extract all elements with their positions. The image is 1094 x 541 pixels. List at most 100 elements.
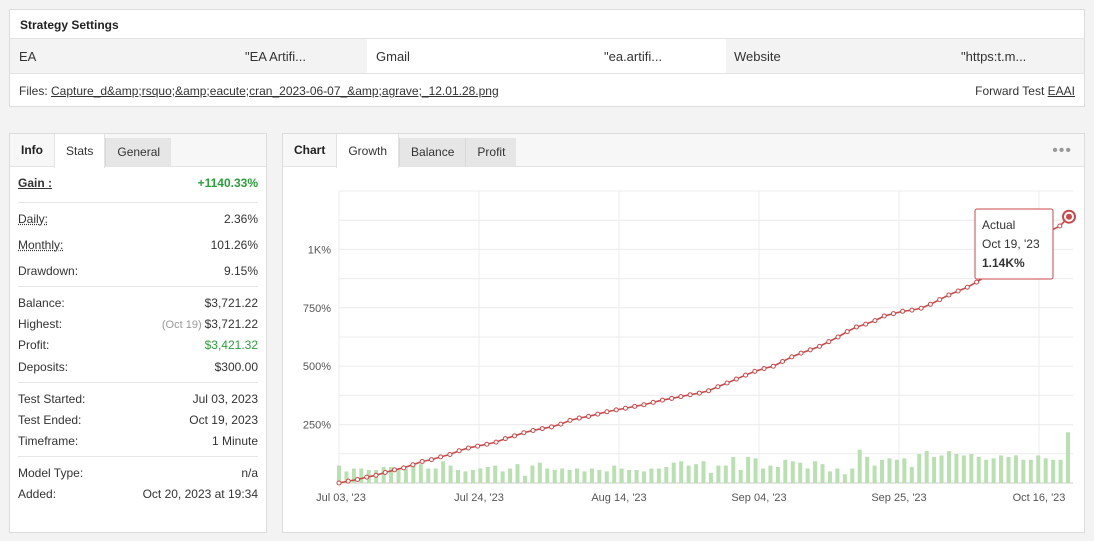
daily-bar xyxy=(813,461,818,483)
highest-date: (Oct 19) xyxy=(161,319,202,331)
forward-test-label: Forward Test xyxy=(975,84,1045,98)
growth-point xyxy=(465,445,471,451)
daily-bar xyxy=(627,469,632,483)
daily-bar xyxy=(500,471,505,483)
daily-bar xyxy=(478,468,483,483)
daily-bar xyxy=(976,456,981,483)
tab-balance[interactable]: Balance xyxy=(399,138,466,166)
model-type-label: Model Type: xyxy=(18,466,84,480)
growth-point xyxy=(807,347,813,353)
growth-chart[interactable]: 250% 500% 750% 1K% Jul 03, '23 Jul 24, '23 Au… xyxy=(283,167,1084,532)
daily-bar xyxy=(656,468,661,483)
forward-test: Forward Test EAAI xyxy=(975,84,1075,98)
growth-point xyxy=(364,474,370,480)
growth-point xyxy=(622,405,628,411)
growth-point xyxy=(438,454,444,460)
daily-bar xyxy=(768,465,773,483)
y-tick-label: 750% xyxy=(303,303,331,315)
timeframe-row: Timeframe: 1 Minute xyxy=(18,434,258,448)
daily-bar xyxy=(746,456,751,483)
daily-row: Daily: 2.36% xyxy=(18,212,258,226)
growth-point xyxy=(881,313,887,319)
file-link[interactable]: Capture_d&amp;rsquo;&amp;eacute;cran_202… xyxy=(51,84,499,98)
x-tick-label: Aug 14, '23 xyxy=(591,492,646,504)
tab-stats[interactable]: Stats xyxy=(54,134,106,168)
tab-general[interactable]: General xyxy=(105,138,172,166)
growth-point xyxy=(835,334,841,340)
deposits-label: Deposits: xyxy=(18,360,69,374)
growth-point xyxy=(558,421,564,427)
gain-label[interactable]: Gain : xyxy=(18,176,53,190)
tab-profit[interactable]: Profit xyxy=(465,138,517,166)
test-ended-value: Oct 19, 2023 xyxy=(189,413,258,427)
tab-info[interactable]: Info xyxy=(21,143,43,157)
daily-bar xyxy=(634,469,639,483)
daily-bar xyxy=(389,467,394,483)
deposits-row: Deposits: $300.00 xyxy=(18,360,258,374)
daily-label[interactable]: Daily: xyxy=(18,212,49,226)
highest-row: Highest: (Oct 19) $3,721.22 xyxy=(18,317,258,331)
growth-point xyxy=(752,368,758,374)
daily-bar xyxy=(694,464,699,483)
x-tick-label: Jul 24, '23 xyxy=(454,492,504,504)
test-started-label: Test Started: xyxy=(18,392,86,406)
daily-bar xyxy=(560,468,565,483)
daily-bar xyxy=(865,456,870,483)
daily-bar xyxy=(1013,455,1018,483)
growth-point xyxy=(974,279,980,285)
ellipsis-icon[interactable]: ••• xyxy=(1052,142,1072,159)
daily-bar xyxy=(805,468,810,483)
added-value: Oct 20, 2023 at 19:34 xyxy=(142,487,258,501)
timeframe-value: 1 Minute xyxy=(211,434,258,448)
monthly-value: 101.26% xyxy=(210,238,258,252)
tab-growth[interactable]: Growth xyxy=(336,134,400,168)
y-tick-label: 250% xyxy=(303,420,331,432)
daily-bar xyxy=(508,468,513,483)
growth-point xyxy=(909,307,915,313)
daily-bar xyxy=(470,469,475,483)
y-tick-label: 1K% xyxy=(308,244,331,256)
daily-bar xyxy=(418,464,423,483)
daily-bar xyxy=(456,469,461,483)
ea-label: EA xyxy=(10,39,237,73)
daily-bar xyxy=(1021,459,1026,483)
profit-row: Profit: $3,421.32 xyxy=(18,338,258,352)
daily-bar xyxy=(798,462,803,483)
growth-point xyxy=(853,324,859,330)
daily-bar xyxy=(552,469,557,483)
x-tick-label: Sep 25, '23 xyxy=(871,492,926,504)
chart-tooltip: Actual Oct 19, '23 1.14K% xyxy=(974,208,1054,280)
chart-panel: Chart Growth Balance Profit ••• 250% 500%… xyxy=(282,133,1085,533)
growth-point xyxy=(447,452,453,458)
model-type-value: n/a xyxy=(241,466,258,480)
growth-point xyxy=(549,424,555,430)
daily-bar xyxy=(359,468,364,483)
growth-line xyxy=(338,216,1070,484)
gain-row: Gain : +1140.33% xyxy=(18,176,258,190)
daily-bar xyxy=(731,456,736,483)
growth-point xyxy=(641,402,647,408)
daily-bar xyxy=(641,471,646,483)
growth-point xyxy=(844,329,850,335)
growth-point xyxy=(706,388,712,394)
balance-label: Balance: xyxy=(18,296,65,310)
growth-point xyxy=(585,413,591,419)
strategy-settings-title: Strategy Settings xyxy=(10,10,1084,39)
daily-bar xyxy=(337,465,341,483)
daily-bar xyxy=(924,451,929,483)
forward-test-link[interactable]: EAAI xyxy=(1047,84,1075,98)
daily-bar xyxy=(738,469,743,483)
daily-bar xyxy=(537,462,542,483)
daily-bar xyxy=(857,449,862,483)
daily-bar xyxy=(1051,459,1056,483)
tab-chart[interactable]: Chart xyxy=(294,143,326,157)
daily-bar xyxy=(396,469,401,483)
growth-point xyxy=(724,380,730,386)
daily-bar xyxy=(344,471,349,483)
daily-bar xyxy=(969,454,974,483)
daily-bar xyxy=(939,455,944,483)
added-row: Added: Oct 20, 2023 at 19:34 xyxy=(18,487,258,501)
monthly-label[interactable]: Monthly: xyxy=(18,238,64,252)
profit-label: Profit: xyxy=(18,338,50,352)
tooltip-value: 1.14K% xyxy=(982,256,1025,270)
